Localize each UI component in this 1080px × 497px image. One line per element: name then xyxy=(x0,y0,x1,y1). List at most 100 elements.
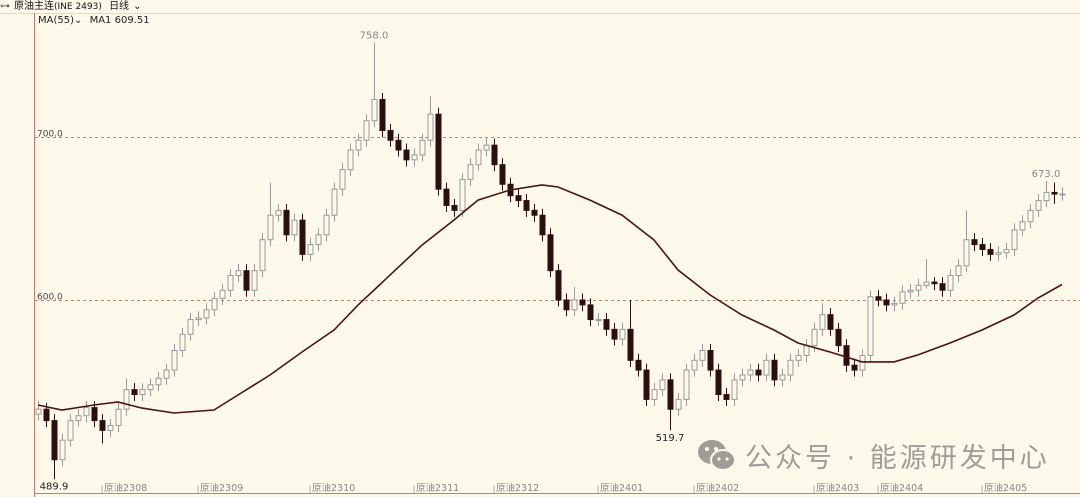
up-candle xyxy=(195,311,202,327)
up-candle xyxy=(1035,194,1042,217)
up-candle xyxy=(155,371,162,392)
candle-body xyxy=(643,369,650,400)
up-candle xyxy=(371,42,378,128)
candle-body xyxy=(1003,248,1010,254)
up-candle xyxy=(899,285,906,310)
candle-body xyxy=(387,129,394,141)
up-candle xyxy=(339,163,346,196)
candle-body xyxy=(451,204,458,211)
up-candle xyxy=(779,368,786,387)
y-tick-label: 600.0 xyxy=(37,293,63,303)
period-label: 日线 xyxy=(109,1,130,12)
indicator-selector[interactable]: MA(55)⌄ xyxy=(38,15,82,26)
up-candle xyxy=(307,238,314,261)
candle-body xyxy=(411,154,418,161)
period-selector[interactable]: 日线 ⌄ xyxy=(109,1,145,12)
up-candle xyxy=(275,203,282,222)
candle-body xyxy=(467,164,474,180)
link-icon[interactable]: ⊶ xyxy=(0,1,10,12)
candle-body xyxy=(219,289,226,299)
candle-body xyxy=(171,350,178,371)
up-candle xyxy=(963,210,970,273)
x-tick-label: 原油2312 xyxy=(496,482,539,494)
candle-body xyxy=(603,319,610,330)
candle-body xyxy=(995,252,1002,255)
up-candle xyxy=(291,213,298,242)
candle-body xyxy=(827,314,834,330)
down-candle xyxy=(771,353,778,387)
chevron-down-icon: ⌄ xyxy=(133,1,142,12)
candle-body xyxy=(275,209,282,216)
up-candle xyxy=(659,373,666,397)
watermark: 公众号 · 能源研发中心 xyxy=(697,436,1050,475)
candle-body xyxy=(571,299,578,311)
candle-body xyxy=(739,374,746,381)
candle-body xyxy=(211,297,218,311)
candle-body xyxy=(395,139,402,151)
candle-body xyxy=(515,195,522,202)
up-candle xyxy=(747,363,754,382)
candle-body xyxy=(323,214,330,236)
candle-body xyxy=(963,239,970,267)
up-candle xyxy=(675,392,682,416)
up-candle xyxy=(915,278,922,297)
ma55-line xyxy=(37,184,1063,414)
up-candle xyxy=(995,246,1002,261)
down-candle xyxy=(1051,182,1058,204)
candle-body xyxy=(283,209,290,236)
up-candle xyxy=(691,353,698,377)
x-tick-label: 原油2403 xyxy=(816,482,859,494)
candle-body xyxy=(803,345,810,356)
up-candle xyxy=(123,378,130,416)
up-candle xyxy=(459,172,466,217)
candle-body xyxy=(611,328,618,340)
x-tick-label: 原油2309 xyxy=(200,482,243,494)
candle-body xyxy=(203,309,210,319)
down-candle xyxy=(851,358,858,377)
up-candle xyxy=(115,402,122,433)
candle-body xyxy=(267,214,274,241)
candle-body xyxy=(35,408,42,415)
up-candle xyxy=(1019,215,1026,237)
down-candle xyxy=(131,383,138,402)
candle-body xyxy=(499,164,506,185)
up-candle xyxy=(179,327,186,358)
up-candle xyxy=(163,363,170,385)
candle-body xyxy=(859,354,866,371)
candle-body xyxy=(1051,191,1058,195)
candle-body xyxy=(339,169,346,190)
up-candle xyxy=(483,137,490,157)
down-candle xyxy=(875,290,882,307)
down-candle xyxy=(707,344,714,377)
down-candle xyxy=(939,277,946,297)
up-candle xyxy=(203,303,210,325)
candle-body xyxy=(147,384,154,391)
down-candle xyxy=(531,203,538,222)
candle-body xyxy=(787,359,794,376)
y-tick-label: 700.0 xyxy=(37,130,63,140)
candle-body xyxy=(227,275,234,291)
candle-body xyxy=(891,302,898,306)
candle-body xyxy=(555,270,562,301)
up-candle xyxy=(795,348,802,367)
candle-body xyxy=(667,379,674,410)
candle-body xyxy=(67,420,74,441)
up-candle xyxy=(651,383,658,406)
candle-body xyxy=(955,265,962,277)
candle-body xyxy=(547,234,554,272)
down-candle xyxy=(715,363,722,402)
candle-body xyxy=(131,389,138,396)
down-candle xyxy=(635,353,642,377)
indicator-bar: MA(55)⌄ MA1 609.51 xyxy=(38,14,150,27)
up-candle xyxy=(467,158,474,186)
up-candle xyxy=(787,353,794,382)
candle-body xyxy=(1059,193,1066,196)
candle-body xyxy=(723,394,730,400)
candle-body xyxy=(107,425,114,431)
candle-body xyxy=(523,200,530,211)
up-candle xyxy=(683,363,690,406)
candle-body xyxy=(683,369,690,400)
up-candle xyxy=(363,114,370,147)
down-candle xyxy=(499,158,506,191)
